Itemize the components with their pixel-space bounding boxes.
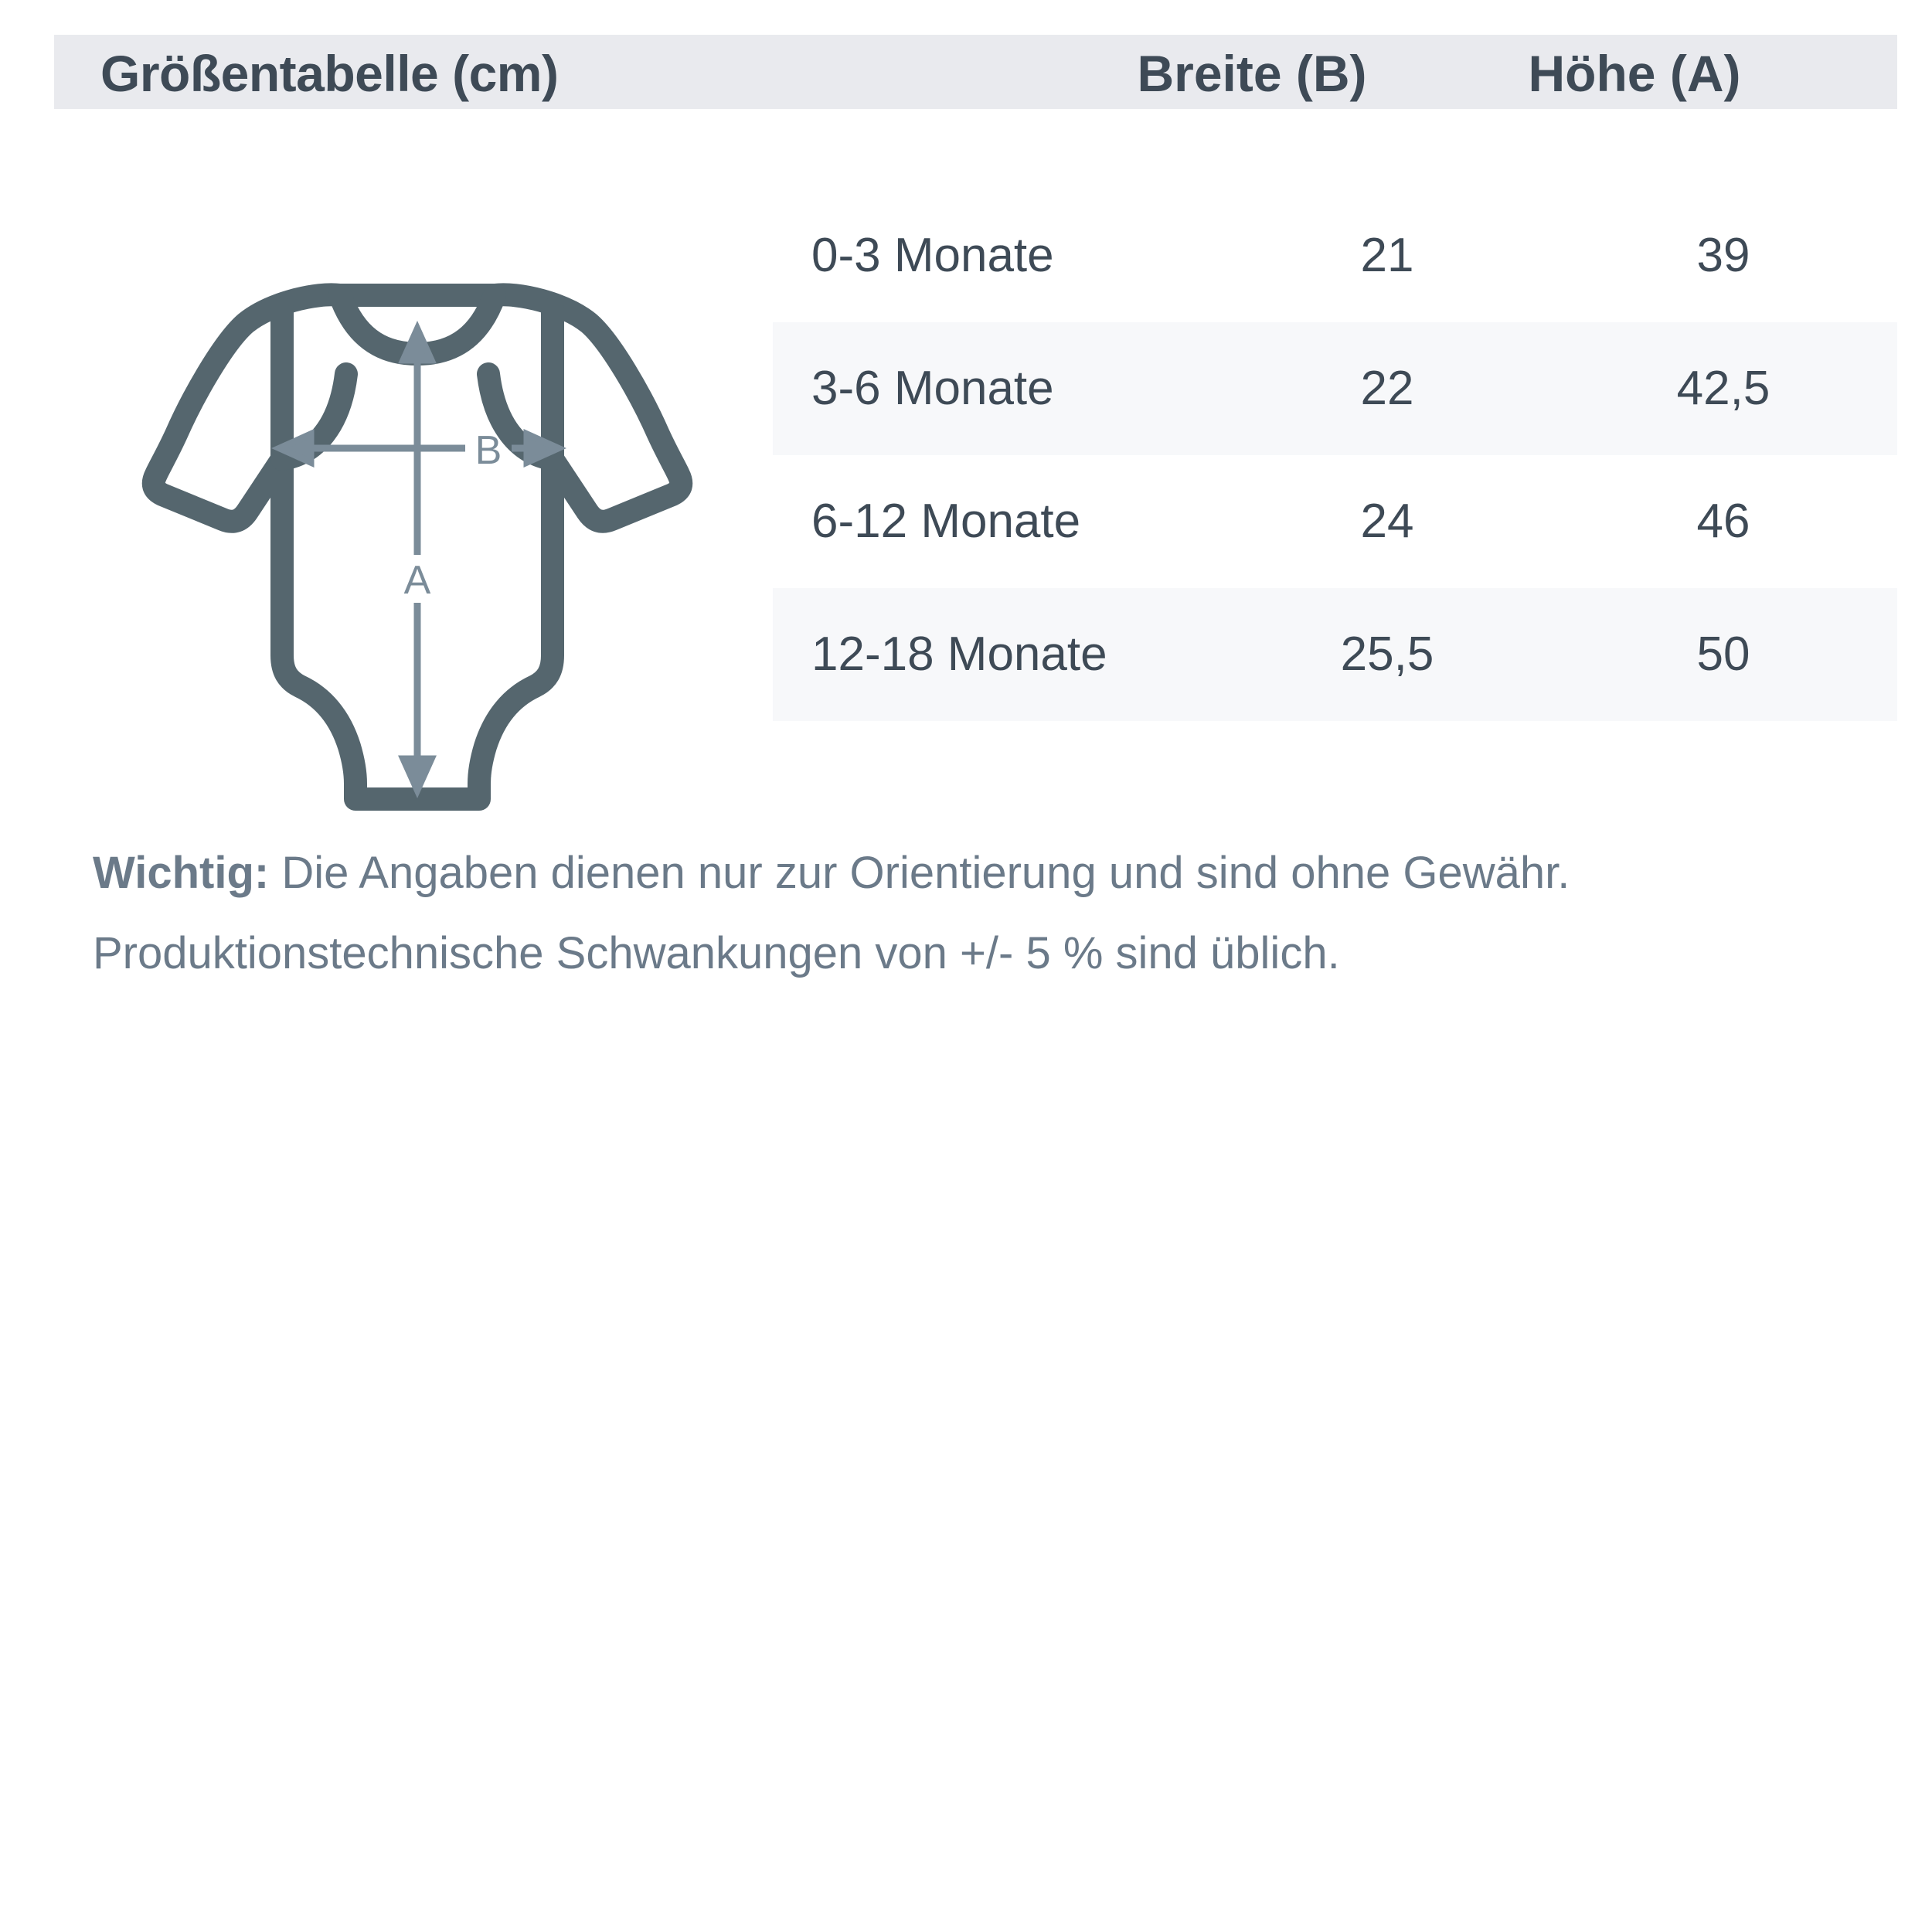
cell-width: 24 xyxy=(1360,495,1414,548)
column-header-width: Breite (B) xyxy=(1137,45,1367,102)
width-label-b: B xyxy=(475,428,502,473)
cell-age: 3-6 Monate xyxy=(811,362,1054,415)
column-header-height: Höhe (A) xyxy=(1528,45,1741,102)
cell-height: 39 xyxy=(1696,229,1750,282)
width-arrow-b xyxy=(271,429,566,468)
cell-width: 22 xyxy=(1360,362,1414,415)
cell-height: 42,5 xyxy=(1676,362,1770,415)
cell-height: 46 xyxy=(1696,495,1750,548)
disclaimer-emphasis: Wichtig: xyxy=(93,848,270,898)
cell-age: 0-3 Monate xyxy=(811,229,1054,282)
height-arrow-a xyxy=(398,321,437,798)
height-label-a: A xyxy=(404,558,431,603)
table-row: 0-3 Monate 21 39 xyxy=(773,189,1897,322)
baby-bodysuit-diagram: B A xyxy=(108,232,726,819)
cell-age: 6-12 Monate xyxy=(811,495,1081,548)
disclaimer-line-1: Die Angaben dienen nur zur Orientierung … xyxy=(269,848,1570,898)
cell-width: 21 xyxy=(1360,229,1414,282)
table-row: 12-18 Monate 25,5 50 xyxy=(773,588,1897,721)
cell-age: 12-18 Monate xyxy=(811,628,1107,681)
page-title: Größentabelle (cm) xyxy=(100,45,559,102)
disclaimer-note: Wichtig: Die Angaben dienen nur zur Orie… xyxy=(93,833,1886,994)
cell-height: 50 xyxy=(1696,628,1750,681)
cell-width: 25,5 xyxy=(1340,628,1434,681)
dimension-arrows xyxy=(271,321,566,798)
size-table: 0-3 Monate 21 39 3-6 Monate 22 42,5 6-12… xyxy=(773,189,1897,721)
table-row: 6-12 Monate 24 46 xyxy=(773,455,1897,588)
disclaimer-line-2: Produktionstechnische Schwankungen von +… xyxy=(93,928,1340,978)
table-row: 3-6 Monate 22 42,5 xyxy=(773,322,1897,455)
table-header-band xyxy=(54,35,1897,109)
